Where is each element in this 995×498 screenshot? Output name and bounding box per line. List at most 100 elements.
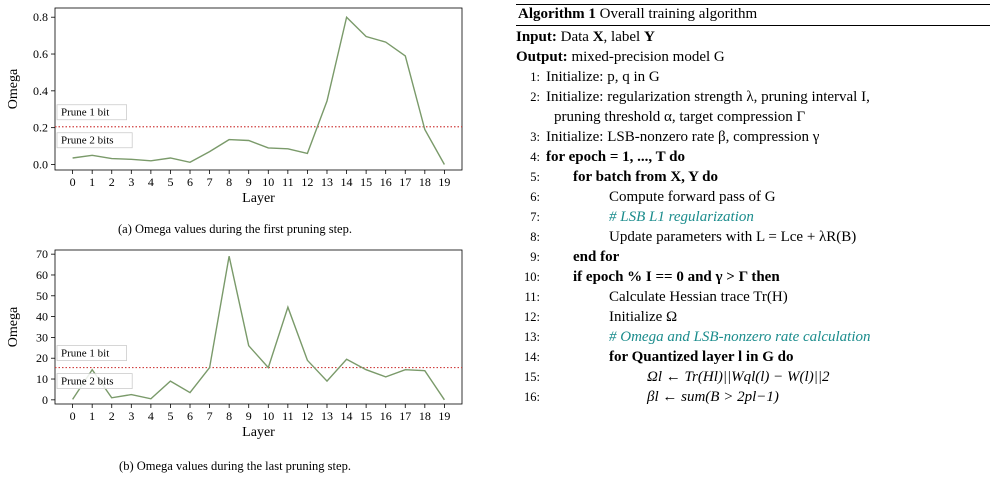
x-axis-label: Layer — [242, 425, 275, 440]
y-tick-label: 0 — [42, 393, 48, 407]
x-tick-label: 3 — [128, 409, 134, 423]
algo-line-12: 12: Initialize Ω — [524, 309, 678, 325]
algo-line-14: 14: for Quantized layer l in G do — [524, 349, 794, 365]
algo-line-15-text: Ωl ← Tr(Hl)||Wql(l) − W(l)||2 — [647, 369, 830, 385]
x-tick-label: 15 — [360, 175, 372, 189]
x-tick-label: 1 — [89, 175, 95, 189]
x-tick-label: 4 — [148, 175, 154, 189]
algo-line-8: 8: Update parameters with L = Lce + λR(B) — [530, 229, 857, 245]
caption-b: (b) Omega values during the last pruning… — [119, 459, 351, 473]
x-tick-label: 11 — [282, 175, 294, 189]
x-tick-label: 5 — [167, 175, 173, 189]
omega-line — [72, 256, 445, 401]
algo-line-11: 11: Calculate Hessian trace Tr(H) — [524, 289, 788, 305]
algo-line-1-text: Initialize: p, q in G — [546, 69, 660, 85]
prune-2-bits-label-box — [56, 132, 133, 149]
x-tick-label: 0 — [70, 175, 76, 189]
algo-line-7: 7: # LSB L1 regularization — [530, 209, 754, 225]
algo-line-12-text: Initialize Ω — [609, 309, 678, 325]
algo-line-16-text: βl ← sum(B > 2pl−1) — [647, 389, 779, 405]
algo-line-10-text: if epoch % I == 0 and γ > Γ then — [573, 269, 780, 285]
algo-line-2-text: Initialize: regularization strength λ, p… — [546, 89, 870, 105]
y-tick-label: 20 — [36, 351, 48, 365]
x-tick-label: 2 — [109, 409, 115, 423]
input-x: X — [592, 29, 604, 45]
algo-line-3: 3: Initialize: LSB-nonzero rate β, compre… — [530, 129, 820, 145]
y-tick-label: 60 — [36, 268, 48, 282]
algo-line-4-text: for epoch = 1, ..., T do — [546, 149, 685, 165]
input-text: Data — [560, 29, 589, 45]
y-tick-label: 50 — [36, 289, 48, 303]
y-tick-label: 70 — [36, 247, 48, 261]
y-tick-label: 0.8 — [33, 10, 48, 24]
algo-line-16: 16: βl ← sum(B > 2pl−1) — [524, 389, 779, 405]
omega-line — [72, 15, 446, 165]
x-tick-label: 0 — [70, 409, 76, 423]
x-tick-label: 9 — [246, 409, 252, 423]
x-tick-label: 16 — [380, 175, 392, 189]
algo-line-4: 4: for epoch = 1, ..., T do — [530, 149, 685, 165]
x-tick-label: 6 — [187, 175, 193, 189]
algo-output: Output: mixed-precision model G — [516, 47, 990, 67]
input-mid: , label — [603, 29, 641, 45]
algo-line-2: 2: Initialize: regularization strength λ,… — [530, 89, 870, 105]
plot-frame — [54, 7, 463, 171]
x-tick-label: 18 — [419, 409, 431, 423]
prune-2-bits-label-box — [56, 373, 133, 389]
y-tick-label: 30 — [36, 330, 48, 344]
y-axis-label: Omega — [6, 306, 21, 347]
prune-2-bits-label: Prune 2 bits — [56, 373, 133, 389]
x-tick-label: 16 — [380, 409, 392, 423]
y-tick-label: 10 — [36, 372, 48, 386]
prune-1-bit-label-text: Prune 1 bit — [61, 348, 109, 360]
algo-line-9: 9: end for — [530, 249, 620, 265]
x-tick-label: 8 — [226, 175, 232, 189]
input-y: Y — [643, 29, 655, 45]
x-tick-label: 11 — [282, 409, 294, 423]
x-tick-label: 1 — [89, 409, 95, 423]
x-tick-label: 19 — [438, 409, 450, 423]
output-keyword: Output: — [516, 49, 568, 65]
input-keyword: Input: — [516, 29, 557, 45]
x-tick-label: 10 — [262, 409, 274, 423]
algo-input: Input: Data X, label Y — [516, 27, 990, 47]
x-tick-label: 5 — [167, 409, 173, 423]
prune-1-bit-label: Prune 1 bit — [56, 104, 127, 121]
x-tick-label: 17 — [399, 175, 411, 189]
algo-line-2-cont-text: pruning threshold α, target compression … — [554, 109, 806, 125]
prune-2-bits-label-text: Prune 2 bits — [61, 135, 114, 147]
prune-1-bit-label-box — [56, 104, 127, 121]
algo-line-10: 10: if epoch % I == 0 and γ > Γ then — [524, 269, 780, 285]
x-axis-label: Layer — [242, 191, 275, 206]
caption-a: (a) Omega values during the first prunin… — [118, 222, 352, 236]
algo-line-13: 13: # Omega and LSB-nonzero rate calculat… — [524, 329, 871, 345]
x-tick-label: 19 — [438, 175, 450, 189]
prune-1-bit-label-text: Prune 1 bit — [61, 107, 109, 119]
output-text: mixed-precision model G — [571, 49, 725, 65]
y-tick-label: 0.4 — [33, 84, 48, 98]
x-tick-label: 14 — [341, 409, 353, 423]
algo-line-3-text: Initialize: LSB-nonzero rate β, compress… — [546, 129, 820, 145]
algo-line-13-comment: # Omega and LSB-nonzero rate calculation — [609, 329, 871, 345]
algo-line-9-text: end for — [573, 249, 620, 265]
algo-line-8-text: Update parameters with L = Lce + λR(B) — [609, 229, 857, 245]
x-tick-label: 15 — [360, 409, 372, 423]
y-axis-label: Omega — [6, 68, 21, 109]
y-tick-label: 0.6 — [33, 47, 48, 61]
x-tick-label: 18 — [419, 175, 431, 189]
algo-line-5-text: for batch from X, Y do — [573, 169, 718, 185]
x-tick-label: 6 — [187, 409, 193, 423]
x-tick-label: 4 — [148, 409, 154, 423]
x-tick-label: 7 — [207, 175, 213, 189]
x-tick-label: 2 — [109, 175, 115, 189]
algo-line-7-comment: # LSB L1 regularization — [609, 209, 754, 225]
algorithm-number: Algorithm 1 — [518, 6, 596, 22]
prune-2-bits-label: Prune 2 bits — [56, 132, 133, 149]
x-tick-label: 12 — [301, 409, 313, 423]
omega-chart-first: 0.00.20.40.60.80 1 2 3 4 5 6 7 8 9 10 11 12 13 14 15 16 1… — [6, 7, 463, 206]
algo-line-5: 5: for batch from X, Y do — [530, 169, 718, 185]
algo-line-6-text: Compute forward pass of G — [609, 189, 776, 205]
x-tick-label: 17 — [399, 409, 411, 423]
x-tick-label: 7 — [207, 409, 213, 423]
